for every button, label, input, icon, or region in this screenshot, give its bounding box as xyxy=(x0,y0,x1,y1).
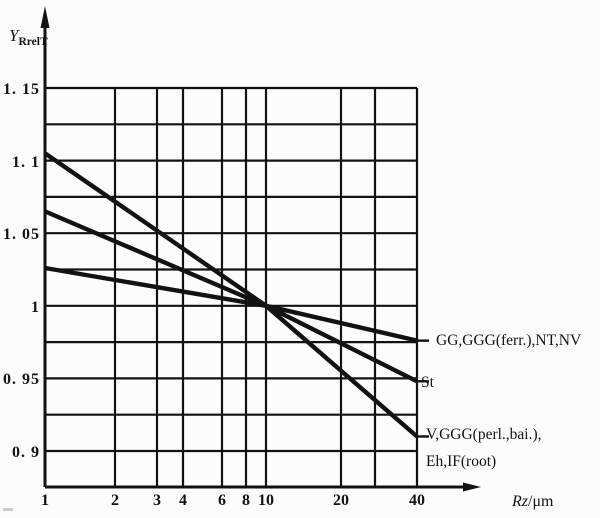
y-tick-label: 1. 1 xyxy=(12,153,40,171)
y-tick-label: 1 xyxy=(31,298,40,316)
x-tick-label: 8 xyxy=(242,492,250,509)
series-line-2 xyxy=(43,151,419,439)
y-tick-label: 1. 15 xyxy=(3,81,40,98)
x-axis-unit: /μm xyxy=(528,493,554,510)
curve-label-line: St xyxy=(421,374,434,392)
y-tick-label: 1. 05 xyxy=(3,226,40,244)
x-tick-label: 4 xyxy=(179,492,187,509)
x-tick-label: 6 xyxy=(218,492,226,509)
curve-label: GG,GGG(ferr.),NT,NV xyxy=(436,331,581,351)
x-tick-label: 2 xyxy=(111,492,119,509)
y-tick-label: 0. 95 xyxy=(3,371,40,389)
x-axis-label: Rz/μm xyxy=(512,493,553,511)
x-tick-label: 3 xyxy=(153,492,161,509)
x-axis-symbol: Rz xyxy=(512,493,528,510)
x-axis-arrowhead xyxy=(463,482,481,492)
curve-label-line: GG,GGG(ferr.),NT,NV xyxy=(436,331,582,349)
scan-artifact xyxy=(3,508,13,511)
x-tick-label: 10 xyxy=(258,492,274,509)
x-tick-label: 40 xyxy=(409,492,425,509)
curve-label: St xyxy=(421,373,434,393)
x-tick-label: 20 xyxy=(333,492,349,509)
curve-label-line: V,GGG(perl.,bai.), xyxy=(426,426,542,444)
curve-label-line: Eh,IF(root) xyxy=(426,453,497,471)
y-axis-symbol: Y xyxy=(9,26,19,45)
y-axis-subscript: RrelT xyxy=(18,36,48,48)
y-axis-arrowhead xyxy=(40,6,50,28)
curve-label: V,GGG(perl.,bai.), Eh,IF(root) xyxy=(426,421,542,475)
series-line-0 xyxy=(44,265,418,343)
x-tick-label: 1 xyxy=(41,492,49,509)
series-line-1 xyxy=(44,209,418,384)
y-tick-label: 0. 9 xyxy=(12,444,40,461)
y-axis-label: YRrelT xyxy=(9,27,48,51)
